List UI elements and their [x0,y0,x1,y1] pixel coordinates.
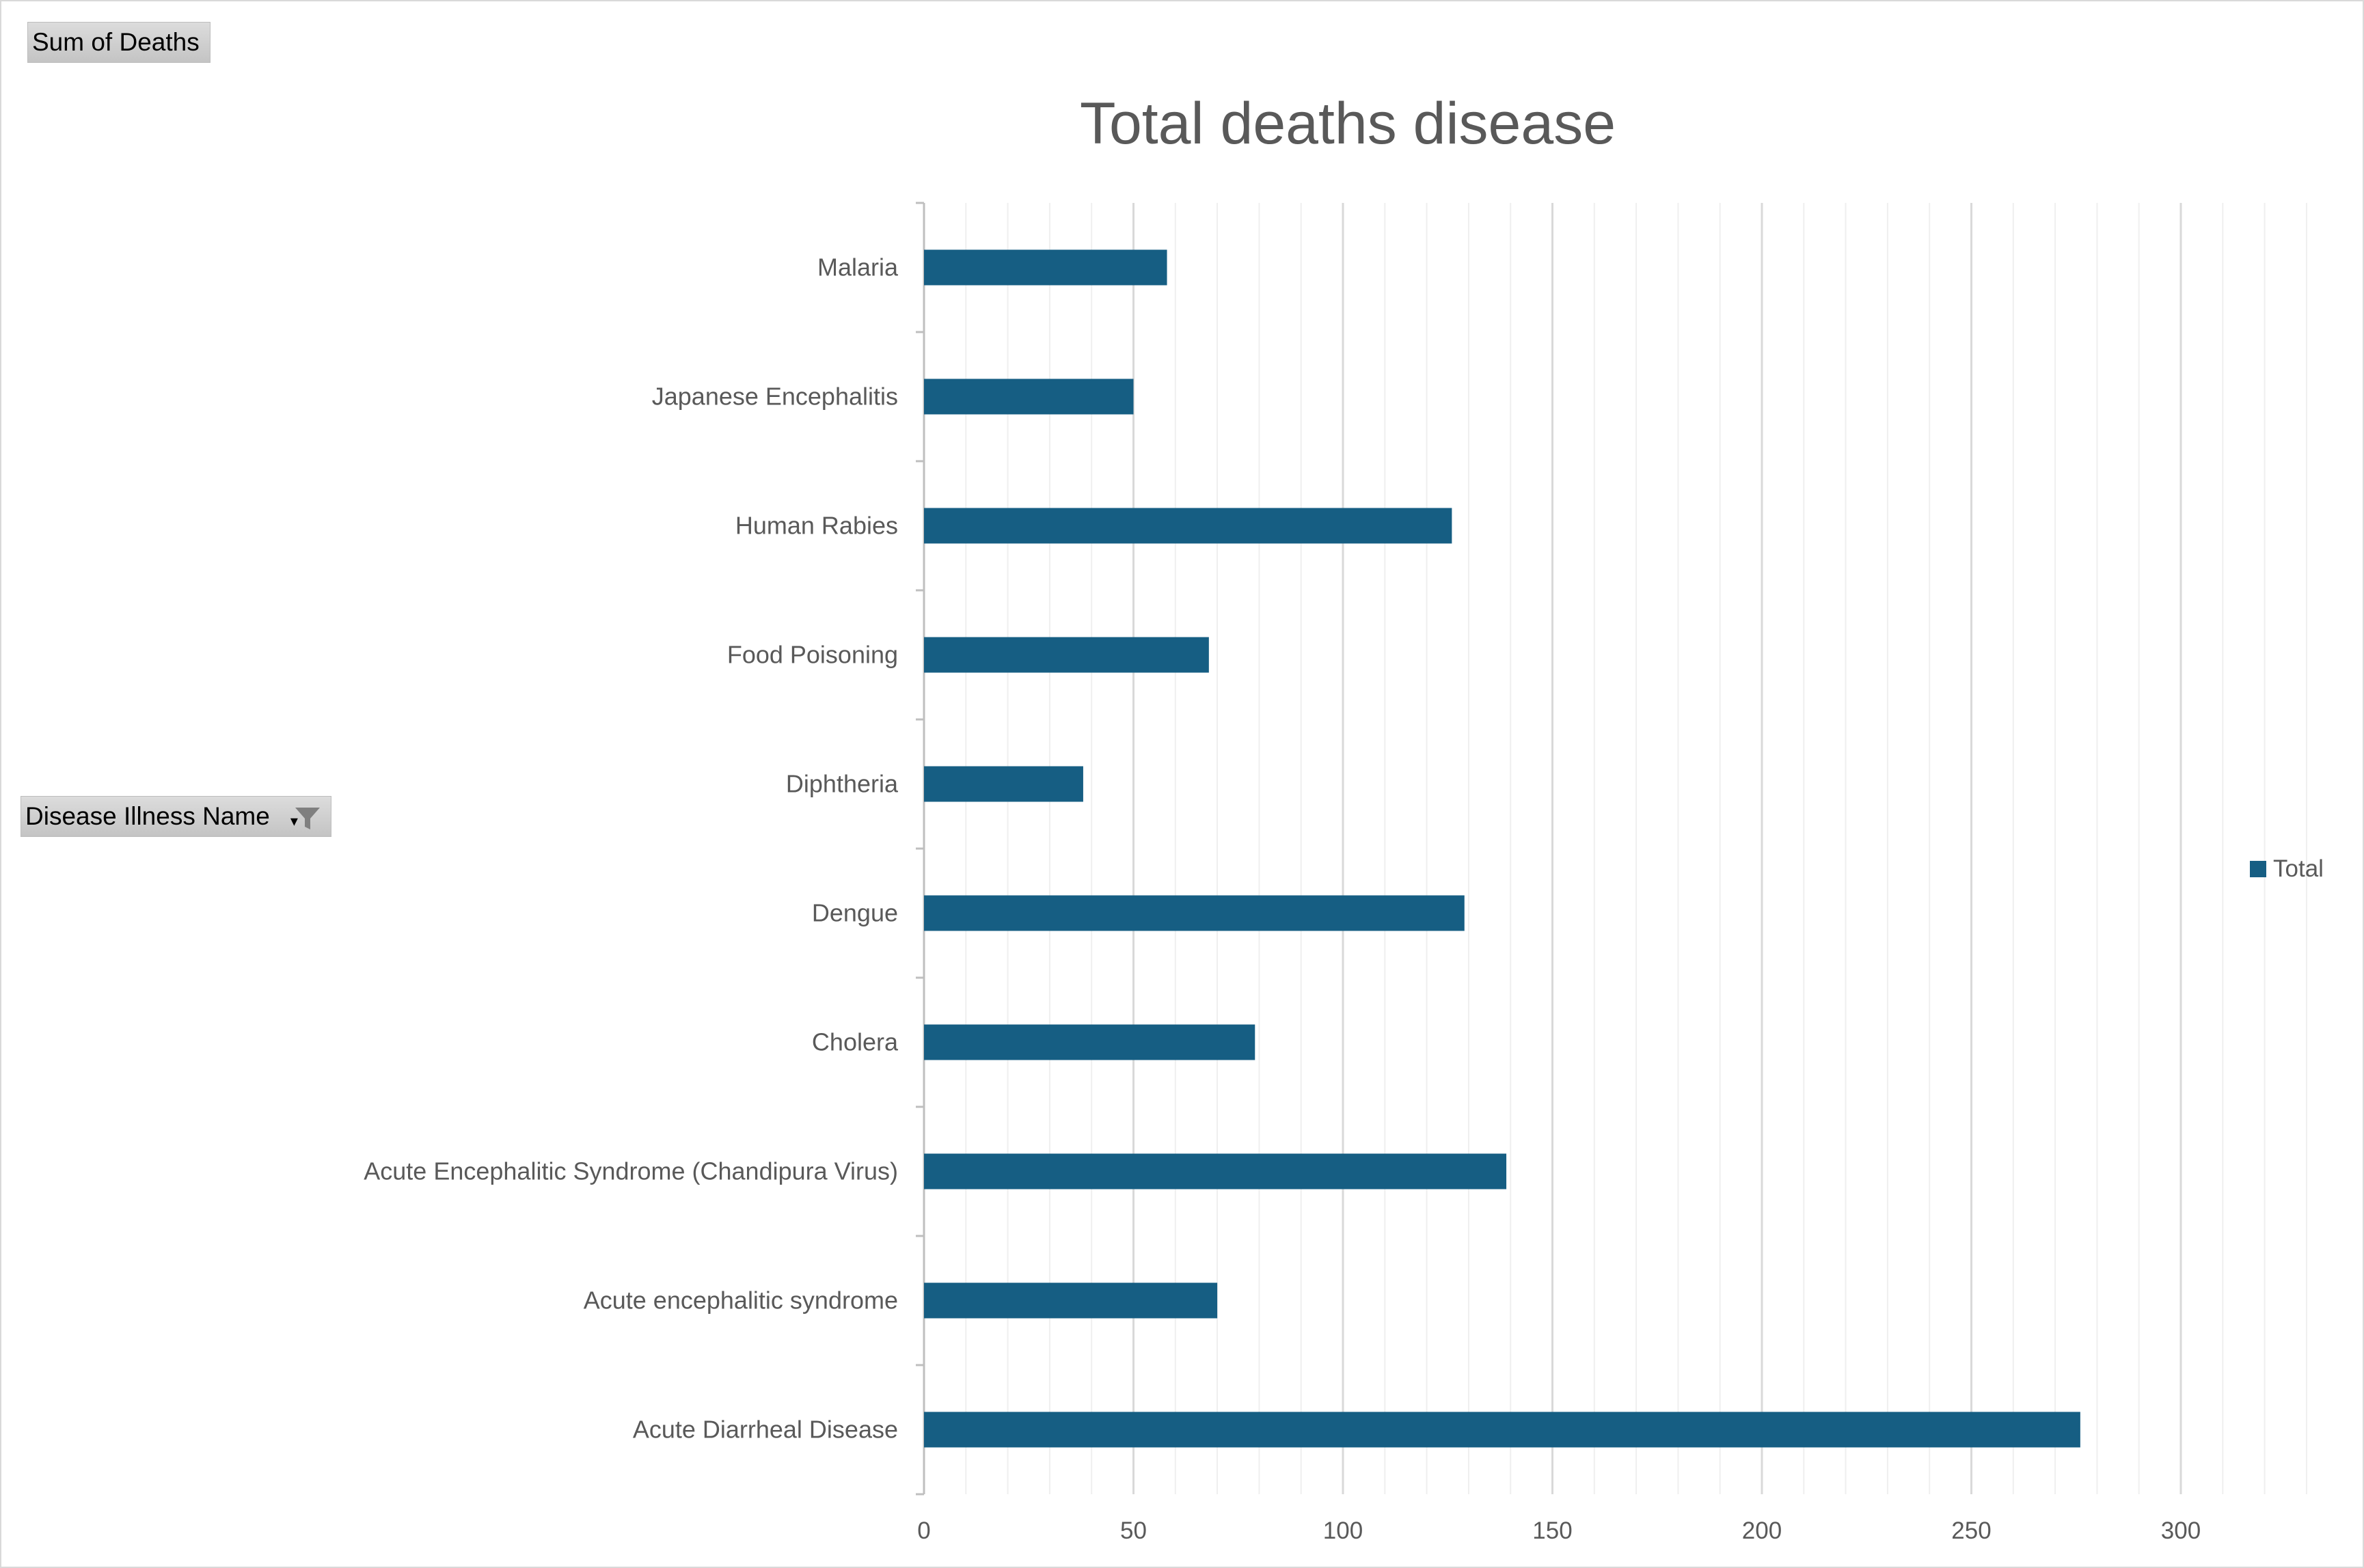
category-label: Cholera [812,1028,899,1056]
bar [924,508,1452,544]
category-label: Malaria [817,253,899,281]
category-label: Diphtheria [786,770,899,798]
legend-label: Total [2273,855,2324,882]
bar [924,637,1209,673]
category-label: Food Poisoning [727,641,898,669]
category-label: Acute encephalitic syndrome [584,1287,898,1315]
category-label: Acute Encephalitic Syndrome (Chandipura … [364,1157,898,1185]
chevron-down-icon[interactable]: ▾ [290,812,298,829]
bar [924,895,1465,931]
legend-swatch [2250,861,2266,877]
axis-field-label: Disease Illness Name [25,802,270,830]
x-tick-label: 0 [917,1517,930,1544]
x-tick-label: 150 [1532,1517,1572,1544]
value-field-label: Sum of Deaths [32,28,200,56]
bar [924,1153,1507,1189]
legend[interactable]: Total [2250,855,2324,883]
bar [924,766,1083,802]
x-tick-label: 300 [2161,1517,2201,1544]
x-tick-label: 250 [1951,1517,1991,1544]
value-field-button[interactable]: Sum of Deaths [27,22,210,63]
bar [924,1412,2080,1448]
bar [924,1024,1255,1060]
bar [924,1282,1218,1319]
funnel-filter-icon[interactable] [293,803,323,834]
category-label: Acute Diarrheal Disease [633,1416,898,1444]
chart-title: Total deaths disease [1079,91,1616,156]
category-label: Japanese Encephalitis [652,383,898,411]
category-label: Dengue [812,899,898,927]
bar [924,379,1134,415]
category-label: Human Rabies [735,512,898,540]
x-tick-label: 50 [1120,1517,1147,1544]
x-tick-label: 100 [1323,1517,1363,1544]
bar [924,249,1167,286]
x-tick-label: 200 [1742,1517,1782,1544]
axis-field-button[interactable]: Disease Illness Name ▾ [21,796,331,837]
